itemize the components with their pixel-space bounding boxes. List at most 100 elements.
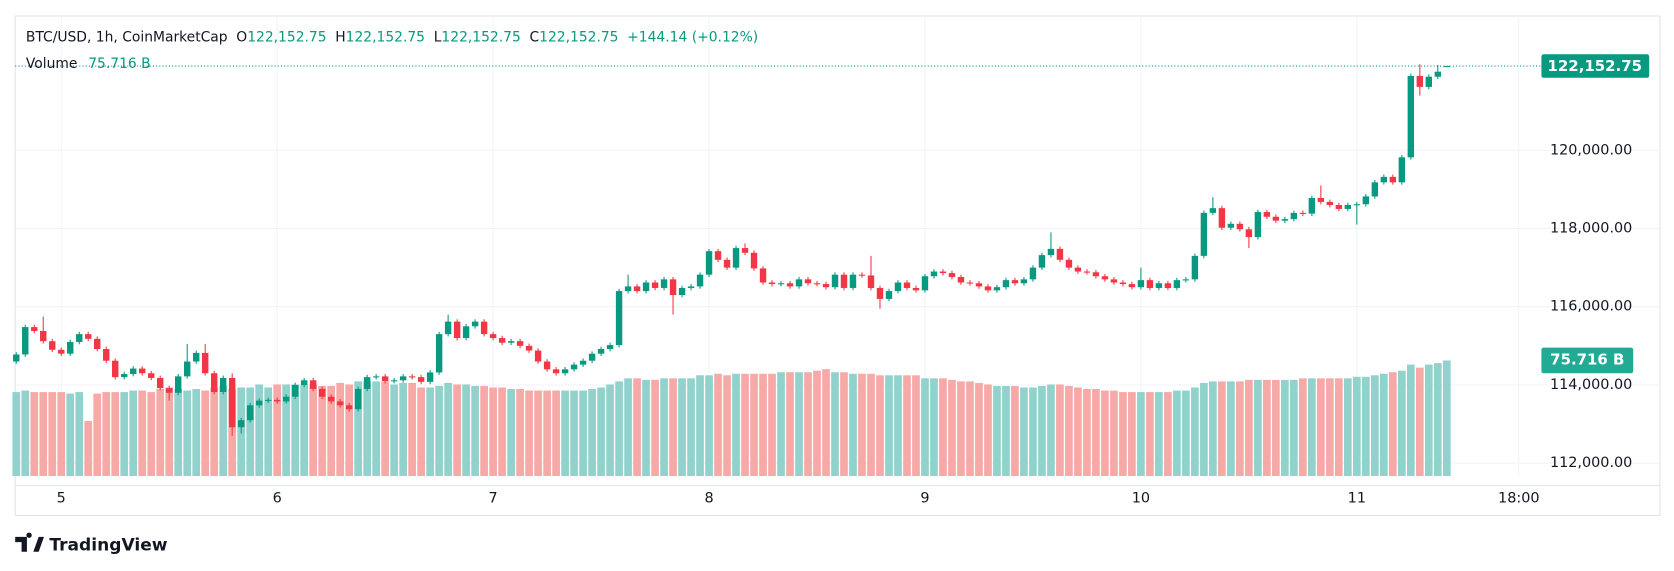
volume-bar [165,387,174,477]
volume-bar [1263,379,1271,477]
candle-body [1407,75,1415,158]
volume-bar [381,381,389,477]
volume-bar [966,381,974,477]
volume-bar [435,385,443,477]
candle-body [40,330,47,342]
candle-body [264,399,272,401]
candle-body [1092,272,1100,277]
last-volume-tag [1541,347,1634,374]
candle-body [651,282,659,288]
volume-bar [795,372,803,477]
candle-body [1245,229,1253,238]
candle-body [561,369,569,374]
volume-bar [786,372,794,477]
volume-bar [858,373,866,477]
candle-body [1074,267,1082,272]
candle-body [1362,196,1370,205]
candle-body [300,380,308,385]
volume-bar [1406,364,1415,477]
volume-bar [372,381,380,477]
legend-line: BTC/USD, 1h, CoinMarketCap O122,152.75 H… [26,29,758,45]
volume-bar [651,379,659,477]
volume-bar [1164,392,1172,477]
volume-bar [777,372,785,477]
volume-bar [660,378,668,477]
volume-bar [120,392,129,477]
volume-bar [633,378,641,477]
candle-body [966,282,974,284]
volume-bar [174,389,183,477]
volume-bar [156,389,165,477]
candle-body [291,384,299,397]
last-price-label: 122,152.75 [1548,57,1642,75]
candle-body [1398,157,1406,183]
x-tick-label: 18:00 [1498,490,1539,506]
candle-body [22,327,29,355]
candle-body [1101,276,1109,280]
candle-body [525,345,533,351]
volume-bar [417,387,425,477]
volume-bar [1424,364,1433,477]
candle-body [1272,216,1280,221]
volume-bar [1227,381,1235,477]
candle-body [94,338,101,349]
candle-body [139,368,146,374]
candle-body [1047,248,1055,256]
candle-body [570,364,578,370]
ohlc-label: L [434,29,442,45]
candle-body [597,348,605,354]
volume-bar [1029,387,1037,477]
candle-body [579,360,587,365]
volume-bar [975,382,983,477]
ohlc-value: 122,152.75 [346,29,425,45]
candle-body [1218,208,1226,228]
volume-bar [804,372,812,477]
volume-bar [1442,360,1451,477]
candle-body [1011,280,1019,284]
volume-bar [1191,387,1199,477]
candle-body [642,282,650,292]
volume-bar [192,389,201,477]
candle-body [327,396,335,402]
candle-body [1038,255,1046,268]
volume-bar [759,373,767,477]
volume-bar [822,369,830,477]
candle-pane [13,64,1451,436]
volume-bar [1370,375,1379,477]
candle-body [1110,279,1118,283]
candle-body [588,353,596,361]
candle-body [696,274,704,287]
volume-bar [462,384,470,477]
candle-body [381,376,389,382]
volume-bar [948,379,956,477]
volume-bar [678,378,686,477]
volume-bar [1182,390,1190,477]
candle-body [831,274,839,288]
volume-bar [768,373,776,477]
candle-body [615,291,623,346]
volume-bar [183,390,192,477]
candle-body [633,286,641,292]
volume-bar [732,373,740,477]
volume-bar [453,384,461,477]
volume-bar [30,392,39,477]
volume-bar [1155,392,1163,477]
candle-body [462,326,470,339]
candle-body [1209,208,1217,213]
candle-body [1380,176,1388,183]
candle-body [1173,280,1181,288]
candle-body [489,334,497,339]
change: +144.14 (+0.12%) [627,29,758,45]
volume-bar [1173,390,1181,477]
volume-bar [507,389,515,477]
volume-bar [1119,392,1127,477]
volume-bar [957,381,965,477]
candle-body [939,271,947,274]
volume-bar [1335,378,1343,477]
volume-bar [408,382,416,477]
candle-body [1317,197,1325,202]
volume-bar [1074,387,1082,477]
volume-bar [1038,385,1046,477]
